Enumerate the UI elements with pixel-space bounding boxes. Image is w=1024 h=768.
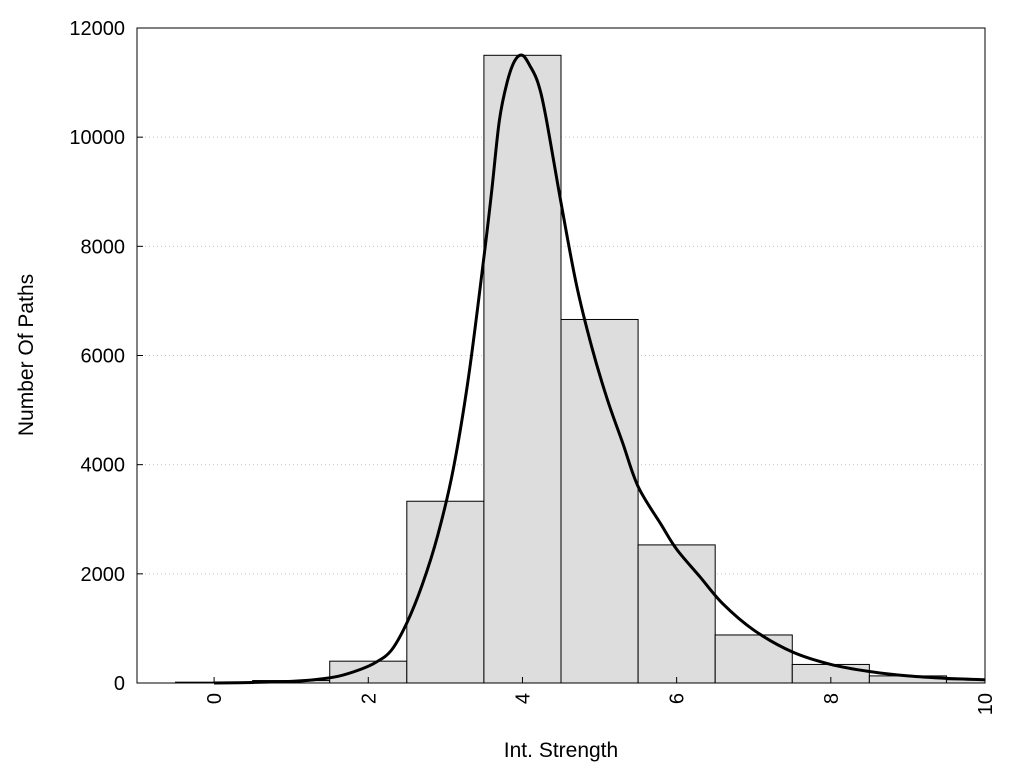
x-tick-label-4: 8 (821, 693, 843, 704)
y-tick-label-2: 4000 (81, 455, 126, 477)
bar-7 (714, 634, 793, 684)
x-tick-label-3: 6 (667, 693, 689, 704)
y-tick-label-3: 6000 (81, 346, 126, 368)
bar-4 (483, 54, 562, 684)
x-axis-ticks: 0 2 4 6 8 10 (204, 677, 997, 715)
x-axis-label: Int. Strength (504, 739, 618, 762)
x-tick-label-1: 2 (358, 693, 380, 704)
y-axis-ticks: 0 2000 4000 6000 8000 10000 12000 (69, 18, 143, 695)
bar-5 (560, 318, 639, 684)
fit-curve (214, 53, 986, 685)
y-tick-label-6: 12000 (69, 18, 125, 40)
x-tick-label-5: 10 (975, 693, 997, 715)
histogram-bars (175, 54, 986, 684)
x-tick-label-2: 4 (512, 693, 534, 704)
y-tick-label-4: 8000 (81, 236, 126, 258)
x-tick-label-0: 0 (204, 693, 226, 704)
y-tick-label-5: 10000 (69, 127, 125, 149)
y-axis-label: Number Of Paths (15, 274, 38, 436)
y-tick-label-0: 0 (114, 673, 125, 695)
bar-6 (637, 544, 716, 684)
y-tick-label-1: 2000 (81, 564, 126, 586)
